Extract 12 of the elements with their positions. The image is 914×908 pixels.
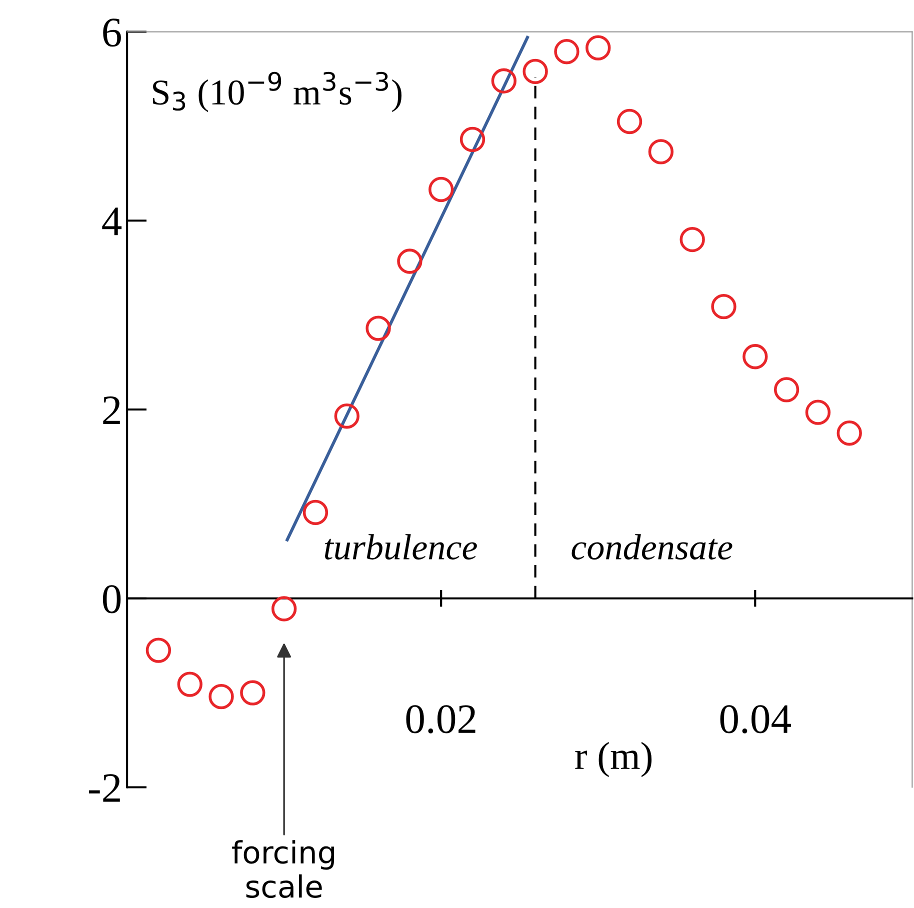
y-tick-label: 4	[102, 208, 122, 236]
y-tick-label: 2	[103, 396, 120, 424]
x-tick-label: 0.04	[720, 705, 791, 734]
annotation: turbulence	[324, 534, 477, 560]
text: forcing scale	[232, 840, 334, 898]
y-tick-label: -2	[89, 774, 120, 802]
annotation: condensate	[572, 534, 732, 560]
x-tick-label: 0.02	[406, 705, 476, 734]
text: S$_{3}$ (10$^{−9}$ m$^{3}$s$^{−3}$)	[153, 72, 402, 112]
y-tick-label: 0	[102, 585, 121, 614]
y-tick-label: 6	[103, 18, 121, 47]
x-axis-title: r (m)	[575, 742, 652, 778]
